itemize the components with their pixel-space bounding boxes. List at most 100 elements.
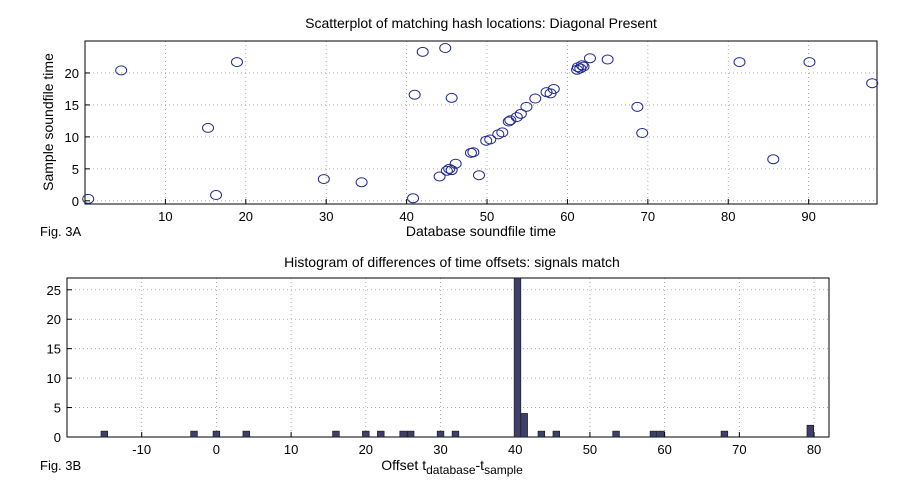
scatter-point <box>317 174 330 185</box>
scatter-point <box>767 154 780 165</box>
scatter-point <box>407 193 420 204</box>
scatter-point <box>866 78 879 89</box>
scatter-x-tick-label: 80 <box>721 209 735 224</box>
x-axis-label-main: Offset t <box>381 457 426 473</box>
scatter-point <box>504 115 517 126</box>
histogram-x-tick-label: 80 <box>807 442 821 457</box>
histogram-bar <box>377 430 385 438</box>
scatter-point <box>520 101 533 112</box>
histogram-bar <box>552 430 560 438</box>
histogram-bar <box>537 430 546 438</box>
histogram-x-tick-label: 70 <box>732 442 746 457</box>
scatter-point <box>529 93 542 104</box>
scatter-point <box>115 65 128 76</box>
scatter-y-tick-label: 20 <box>65 66 79 81</box>
histogram-bar <box>362 430 370 438</box>
scatter-point <box>440 165 453 176</box>
scatter-x-tick-label: 30 <box>319 209 333 224</box>
histogram-grid <box>67 278 829 438</box>
scatter-point <box>433 171 446 182</box>
scatter-x-tick-label: 40 <box>399 209 413 224</box>
scatter-point <box>82 193 95 204</box>
scatter-point <box>408 89 421 100</box>
scatter-point <box>445 165 458 176</box>
x-axis-label-subscript-database: database <box>426 463 476 477</box>
histogram-x-tick-label: -10 <box>132 442 151 457</box>
scatter-point <box>514 108 527 119</box>
scatter-point <box>492 129 505 140</box>
scatter-point <box>575 60 588 71</box>
scatter-x-tick-label: 50 <box>480 209 494 224</box>
x-axis-label-separator: -t <box>476 457 485 473</box>
histogram-y-tick-label: 5 <box>54 401 61 416</box>
histogram-y-tick-label: 25 <box>47 283 61 298</box>
scatter-point <box>230 57 243 68</box>
scatter-point <box>636 128 649 139</box>
histogram-x-tick-label: 40 <box>508 442 522 457</box>
histogram-x-tick-label: 30 <box>433 442 447 457</box>
scatter-point <box>472 170 485 181</box>
scatter-point <box>547 83 560 94</box>
histogram-bar <box>513 277 522 438</box>
scatter-y-tick-label: 5 <box>72 162 79 177</box>
histogram-x-tick-label: 0 <box>213 442 220 457</box>
scatter-plot-frame <box>84 40 878 205</box>
scatter-point <box>439 43 452 54</box>
histogram-bar <box>649 430 658 438</box>
scatter-point <box>202 122 215 133</box>
scatter-point <box>445 92 458 103</box>
scatter-chart: Scatterplot of matching hash locations: … <box>40 15 879 239</box>
scatter-grid <box>85 41 877 204</box>
histogram-bar <box>612 430 620 438</box>
histogram-ticks: -10 0 10 20 30 40 50 60 70 80 0 5 10 15 20 25 <box>47 283 822 457</box>
scatter-point <box>601 54 614 65</box>
scatter-x-tick-label: 20 <box>239 209 253 224</box>
scatter-ticks: 10 20 30 40 50 60 70 80 90 0 5 10 15 20 <box>65 66 816 224</box>
histogram-bar <box>399 430 407 438</box>
histogram-bar <box>212 430 221 438</box>
histogram-x-tick-label: 20 <box>359 442 373 457</box>
histogram-y-tick-label: 0 <box>54 430 61 445</box>
scatter-x-tick-label: 10 <box>158 209 172 224</box>
scatter-point <box>416 46 429 57</box>
scatter-point <box>210 190 223 201</box>
scatter-title: Scatterplot of matching hash locations: … <box>305 15 657 31</box>
histogram-x-tick-label: 10 <box>284 442 298 457</box>
scatter-point <box>733 57 746 68</box>
scatter-point <box>510 112 523 123</box>
histogram-title: Histogram of differences of time offsets… <box>284 254 620 270</box>
scatter-point <box>803 57 816 68</box>
histogram-bar <box>720 430 729 438</box>
scatter-point <box>355 177 368 188</box>
scatter-x-axis-label: Database soundfile time <box>406 223 556 239</box>
histogram-bar <box>242 430 250 438</box>
histogram-y-tick-label: 10 <box>47 371 61 386</box>
histogram-bar <box>451 430 460 438</box>
scatter-y-tick-label: 15 <box>65 98 79 113</box>
scatter-y-tick-label: 0 <box>72 194 79 209</box>
histogram-bar <box>190 430 198 438</box>
scatter-point <box>631 101 644 112</box>
scatter-point <box>443 163 456 174</box>
scatter-point <box>467 147 480 158</box>
histogram-x-tick-label: 50 <box>583 442 597 457</box>
scatter-point <box>496 127 509 138</box>
histogram-bar <box>436 430 445 438</box>
scatter-point <box>583 53 596 64</box>
scatter-x-tick-label: 70 <box>641 209 655 224</box>
histogram-y-tick-label: 15 <box>47 342 61 357</box>
scatter-points <box>82 43 879 204</box>
histogram-bar <box>406 430 415 438</box>
histogram-bar <box>657 430 665 438</box>
scatter-x-tick-label: 60 <box>560 209 574 224</box>
scatter-x-tick-label: 90 <box>801 209 815 224</box>
scatter-point <box>484 134 497 145</box>
scatter-point <box>449 158 462 169</box>
x-axis-label-subscript-sample: sample <box>484 463 523 477</box>
scatter-point <box>577 61 590 72</box>
histogram-chart: Histogram of differences of time offsets… <box>40 254 830 477</box>
scatter-y-axis-label: Sample soundfile time <box>40 53 56 191</box>
histogram-bar <box>806 424 814 438</box>
scatter-y-tick-label: 10 <box>65 130 79 145</box>
